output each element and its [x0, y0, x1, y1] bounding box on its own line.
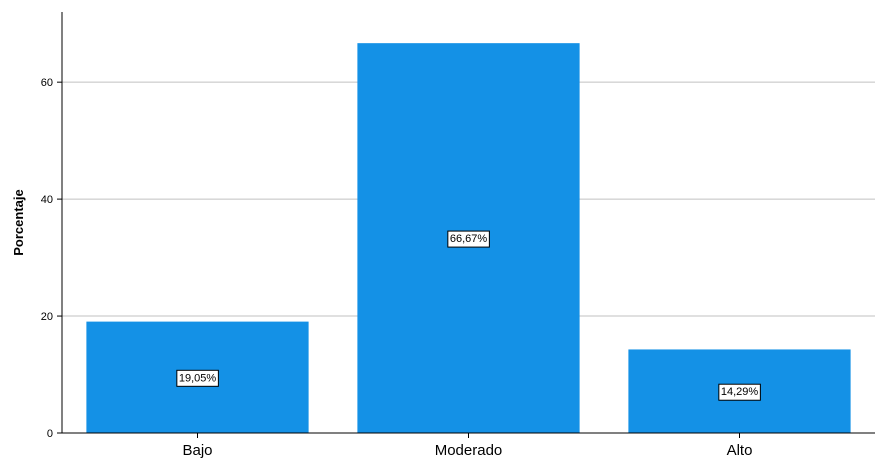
data-label-box: [176, 369, 219, 387]
x-category-label: Alto: [727, 442, 753, 459]
data-labels: 19,05% 66,67% 14,29%: [176, 230, 761, 401]
x-category-label: Bajo: [182, 442, 212, 459]
y-axis-title: Porcentaje: [11, 189, 26, 255]
data-label: 66,67%: [447, 230, 490, 248]
data-label-text: 14,29%: [721, 386, 759, 398]
y-tick-label: 20: [41, 311, 53, 323]
y-ticks: 0 20 40 60: [41, 77, 62, 440]
data-label-text: 19,05%: [179, 372, 217, 384]
data-label-box: [447, 230, 490, 248]
y-tick-label: 40: [41, 194, 53, 206]
data-label-box: [718, 383, 761, 401]
data-label: 19,05%: [176, 369, 219, 387]
x-category-label: Moderado: [435, 442, 503, 459]
y-tick-label: 0: [47, 428, 53, 440]
x-category-labels: Bajo Moderado Alto: [182, 433, 752, 459]
data-label-text: 66,67%: [450, 233, 488, 245]
y-tick-label: 60: [41, 77, 53, 89]
data-label: 14,29%: [718, 383, 761, 401]
